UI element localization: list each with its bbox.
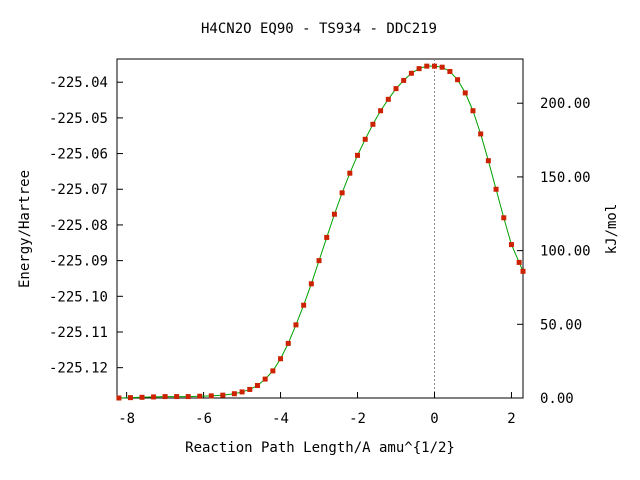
y2-tick-label: 150.00: [540, 170, 591, 186]
data-point: [485, 158, 491, 164]
data-point: [139, 394, 145, 400]
data-point: [355, 152, 361, 158]
data-points: [116, 63, 526, 401]
data-point: [470, 108, 476, 114]
y2-axis: 0.00 50.00 100.00 150.00 200.00: [517, 96, 591, 407]
plot-frame: [116, 58, 524, 399]
x-tick-label: 2: [507, 411, 515, 427]
data-point: [378, 108, 384, 114]
y2-tick-label: 0.00: [540, 391, 574, 407]
data-point: [347, 170, 353, 176]
data-point: [493, 186, 499, 192]
data-point: [331, 211, 337, 217]
data-point: [208, 393, 214, 399]
y-tick-label: -225.07: [49, 182, 108, 198]
x-tick-label: -2: [349, 411, 366, 427]
data-point: [478, 131, 484, 137]
data-point: [247, 386, 253, 392]
data-point: [362, 136, 368, 142]
data-point: [278, 356, 284, 362]
data-point: [385, 96, 391, 102]
y-tick-label: -225.06: [49, 147, 108, 163]
y-axis-label: Energy/Hartree: [17, 170, 33, 288]
data-point: [308, 281, 314, 287]
data-point: [339, 190, 345, 196]
y2-tick-label: 200.00: [540, 96, 591, 112]
data-point: [424, 63, 430, 69]
y-tick-label: -225.11: [49, 325, 108, 341]
data-point: [116, 395, 122, 401]
data-point: [174, 394, 180, 400]
y-axis: -225.04 -225.05 -225.06 -225.07 -225.08 -225.…: [49, 75, 123, 377]
data-point: [151, 394, 157, 400]
data-point: [301, 302, 307, 308]
y-tick-label: -225.12: [49, 361, 108, 377]
energy-curve: [118, 65, 524, 399]
data-point: [508, 242, 514, 248]
data-point: [285, 340, 291, 346]
data-point: [370, 121, 376, 127]
data-point: [197, 393, 203, 399]
data-point: [220, 392, 226, 398]
y-tick-label: -225.08: [49, 218, 108, 234]
x-tick-label: 0: [430, 411, 438, 427]
data-point: [501, 215, 507, 221]
x-tick-label: -8: [118, 411, 135, 427]
data-point: [293, 322, 299, 328]
data-point: [254, 383, 260, 389]
data-point: [416, 66, 422, 72]
y-tick-label: -225.09: [49, 254, 108, 270]
data-point: [231, 391, 237, 397]
data-point: [439, 64, 445, 70]
data-point: [401, 77, 407, 83]
data-point: [127, 395, 133, 401]
data-point: [270, 368, 276, 374]
data-point: [393, 86, 399, 92]
data-point: [316, 258, 322, 264]
data-point: [455, 77, 461, 83]
data-point: [447, 68, 453, 74]
y2-tick-label: 100.00: [540, 244, 591, 260]
data-point: [516, 259, 522, 265]
data-point: [324, 234, 330, 240]
x-axis: -8 -6 -4 -2 0 2: [118, 392, 516, 427]
y-tick-label: -225.10: [49, 289, 108, 305]
data-point: [162, 394, 168, 400]
y-tick-label: -225.04: [49, 75, 108, 91]
y2-tick-label: 50.00: [540, 317, 582, 333]
data-point: [239, 389, 245, 395]
y2-axis-label: kJ/mol: [604, 204, 620, 255]
x-tick-label: -6: [195, 411, 212, 427]
data-point: [431, 63, 437, 69]
x-axis-label: Reaction Path Length/A amu^{1/2}: [185, 440, 455, 456]
chart-title: H4CN2O EQ90 - TS934 - DDC219: [201, 21, 437, 37]
data-point: [520, 268, 526, 274]
data-point: [462, 90, 468, 96]
data-point: [262, 376, 268, 382]
y-tick-label: -225.05: [49, 111, 108, 127]
data-point: [185, 394, 191, 400]
data-point: [408, 70, 414, 76]
x-tick-label: -4: [272, 411, 289, 427]
